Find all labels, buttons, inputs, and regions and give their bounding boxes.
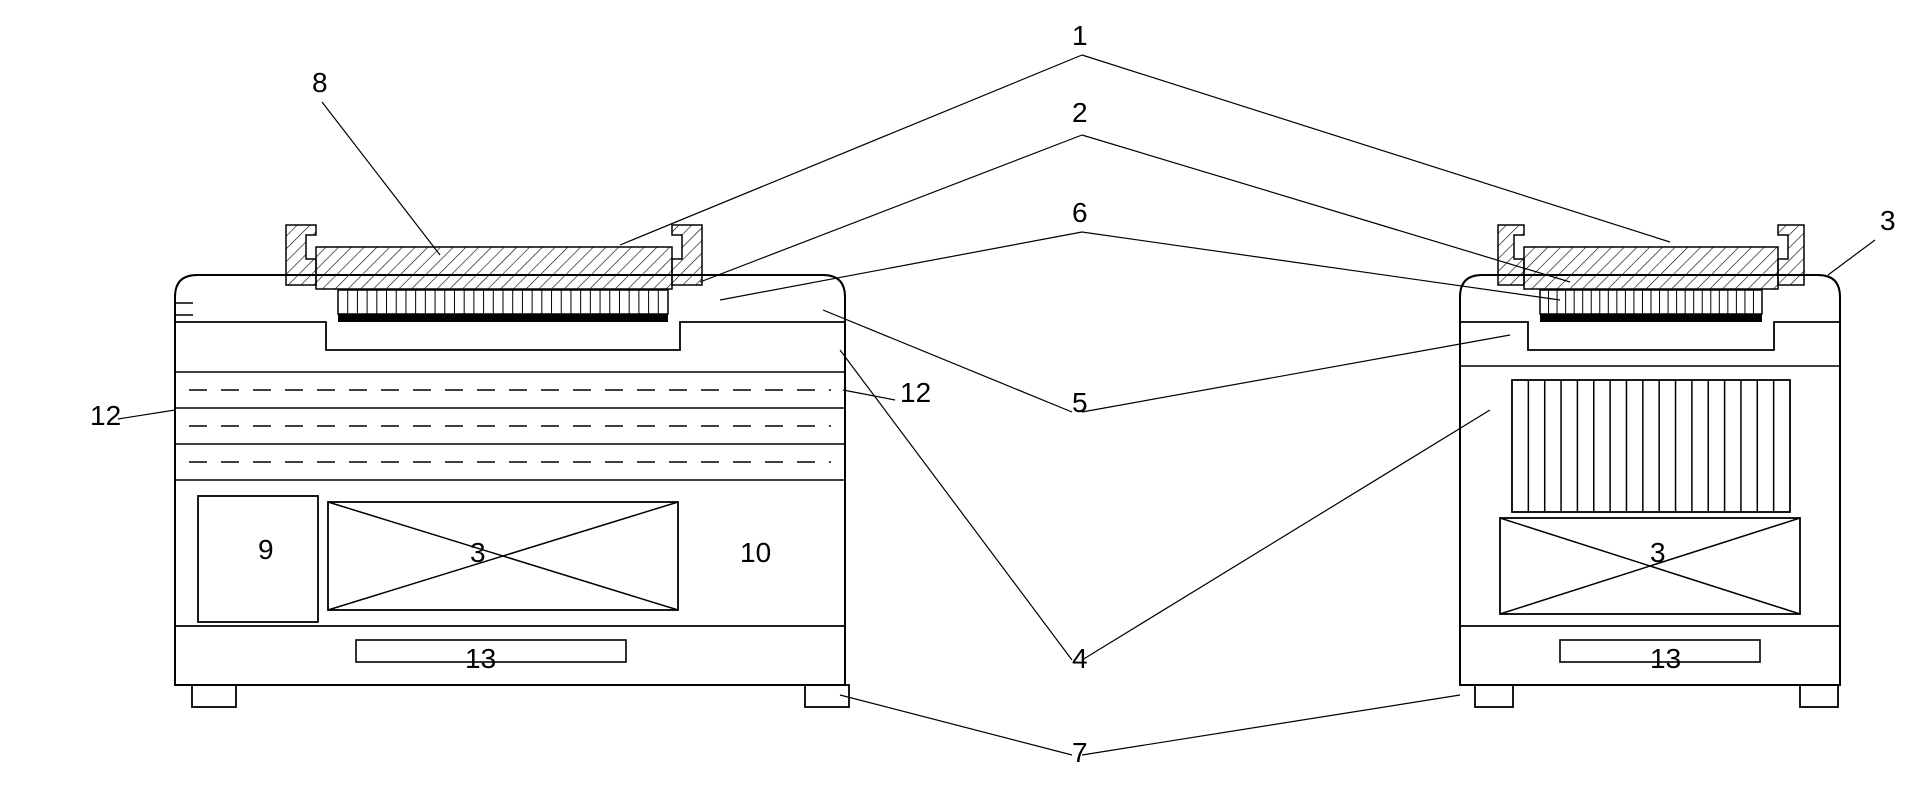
callout-label-3c: 3 [1650, 537, 1666, 568]
callout-label-7: 7 [1072, 737, 1088, 768]
callout-label-8: 8 [312, 67, 328, 98]
callout-label-3: 3 [1880, 205, 1896, 236]
callout-label-13a: 13 [465, 643, 496, 674]
callout-label-4: 4 [1072, 643, 1088, 674]
callout-label-5: 5 [1072, 387, 1088, 418]
callout-label-3b: 3 [470, 537, 486, 568]
callout-label-2: 2 [1072, 97, 1088, 128]
callout-label-1: 1 [1072, 20, 1088, 51]
callout-label-6: 6 [1072, 197, 1088, 228]
callout-label-10: 10 [740, 537, 771, 568]
callout-label-13b: 13 [1650, 643, 1681, 674]
callout-label-12b: 12 [900, 377, 931, 408]
callout-label-12a: 12 [90, 400, 121, 431]
callout-label-9: 9 [258, 534, 274, 565]
